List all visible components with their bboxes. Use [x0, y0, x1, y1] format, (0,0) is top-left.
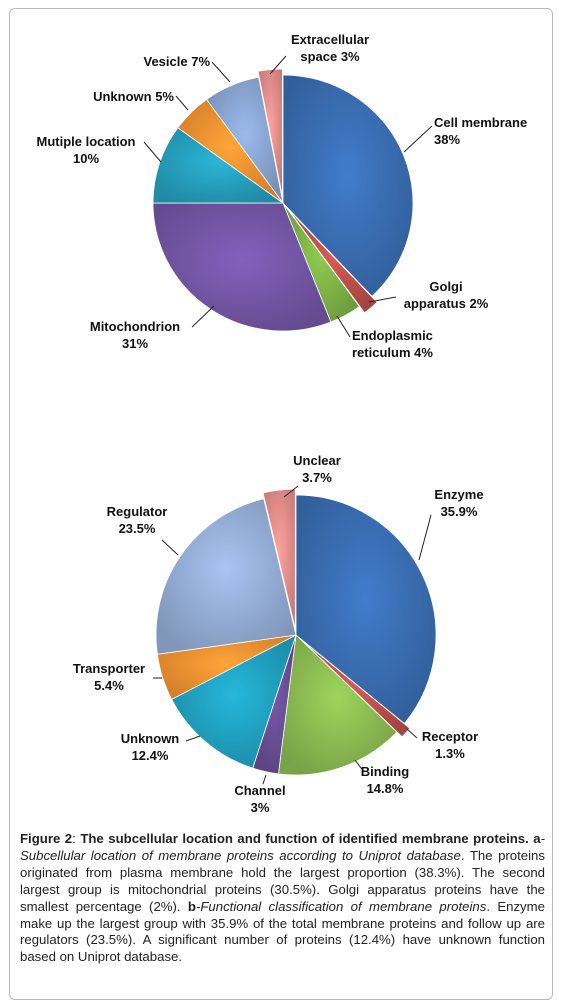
slice-label-line: Mitochondrion [90, 319, 180, 334]
leader-line-binding [354, 759, 365, 773]
leader-line-receptor [406, 728, 418, 739]
slice-label-line: 3% [251, 800, 270, 815]
leader-line-channel [262, 774, 267, 785]
caption-part-b-marker: b [180, 898, 196, 914]
slice-label-regulator: Regulator 23.5% [107, 504, 168, 536]
pie-slice-cell-membrane [282, 74, 414, 297]
slice-label-line: Enzyme [434, 487, 483, 502]
slice-label-line: 3.7% [302, 470, 332, 485]
slice-label-endoplasmic-reticulum: Endoplasmic reticulum 4% [352, 328, 433, 360]
pie-slice-vesicle [206, 76, 284, 204]
caption-part-b-heading: -Functional classification of membrane p… [195, 898, 487, 914]
slice-label-enzyme: Enzyme 35.9% [434, 487, 483, 519]
slice-label-cell-membrane: Cell membrane 38% [434, 115, 527, 147]
slice-label-unclear: Unclear 3.7% [293, 453, 341, 485]
caption-part-a-marker: a [528, 831, 541, 846]
leader-line-endoplasmic-reticulum [336, 315, 351, 338]
slice-label-line: Transporter [73, 661, 145, 676]
slice-label-line: Unknown 5% [93, 89, 174, 104]
slice-label-line: Binding [361, 764, 409, 779]
slice-label-golgi-apparatus: Golgi apparatus 2% [404, 279, 489, 311]
pie-slice-receptor [300, 639, 411, 738]
pie-slice-mitochondrion [152, 202, 332, 332]
slice-label-mutiple-location: Mutiple location 10% [37, 134, 136, 166]
pie-slice-mutiple-location [152, 127, 285, 204]
slice-label-extracellular-space: Extracellular space 3% [291, 32, 369, 64]
caption-part-b-text: . Enzyme make up the largest group with … [20, 898, 545, 965]
pie-slice-binding [278, 634, 398, 776]
slice-label-line: 38% [434, 132, 460, 147]
pie-slice-enzyme [295, 494, 437, 725]
leader-line-cell-membrane [403, 125, 433, 153]
slice-label-line: Channel [234, 783, 285, 798]
pie-slice-unknown [171, 634, 297, 769]
leader-line-unclear [283, 485, 299, 498]
pie-slice-unclear [262, 488, 296, 630]
slice-label-unknown: Unknown 12.4% [121, 731, 180, 763]
slice-label-vesicle: Vesicle 7% [144, 54, 211, 69]
pie-chart-subcellular-location: Cell membrane 38% Golgi apparatus 2% Endopla… [37, 32, 528, 360]
leader-line-mitochondrion [191, 305, 215, 328]
slice-label-line: Golgi [429, 279, 462, 294]
slice-label-line: 12.4% [132, 748, 169, 763]
slice-label-line: 14.8% [367, 781, 404, 796]
slice-label-line: 31% [122, 336, 148, 351]
slice-label-line: Regulator [107, 504, 168, 519]
leader-line-golgi-apparatus [368, 296, 397, 303]
slice-label-unknown: Unknown 5% [93, 89, 174, 104]
leader-line-mutiple-location [143, 141, 162, 163]
slice-label-transporter: Transporter 5.4% [73, 661, 145, 693]
slice-label-line: 10% [73, 151, 99, 166]
caption-part-a-text: . The proteins originated from plasma me… [20, 847, 545, 914]
caption-title-separator: : [72, 831, 81, 846]
slice-label-line: Extracellular [291, 32, 369, 47]
pie-chart-function-classification: Enzyme 35.9% Receptor 1.3% Binding 14.8% Chann… [73, 453, 484, 815]
slice-label-line: Cell membrane [434, 115, 527, 130]
slice-label-line: 5.4% [94, 678, 124, 693]
slice-label-binding: Binding 14.8% [361, 764, 409, 796]
leader-line-unknown [175, 95, 189, 111]
caption-title: The subcellular location and function of… [80, 831, 529, 846]
slice-label-line: Vesicle 7% [144, 54, 211, 69]
slice-label-line: reticulum 4% [352, 345, 433, 360]
slice-label-line: Receptor [422, 729, 478, 744]
slice-label-line: Unclear [293, 453, 341, 468]
caption-part-a-heading: -Subcellular location of membrane protei… [20, 831, 546, 863]
caption-figure-label: Figure 2 [20, 831, 73, 846]
slice-label-line: space 3% [300, 49, 360, 64]
leader-line-regulator [161, 539, 179, 556]
slice-label-line: Unknown [121, 731, 180, 746]
leader-line-unknown [185, 735, 201, 742]
leader-line-vesicle [211, 61, 231, 83]
leader-line-extracellular-space [269, 55, 287, 75]
slice-label-mitochondrion: Mitochondrion 31% [90, 319, 180, 351]
slice-label-line: Endoplasmic [352, 328, 433, 343]
slice-label-line: Mutiple location [37, 134, 136, 149]
slice-label-line: 35.9% [441, 504, 478, 519]
pie-slice-extracellular-space [257, 68, 283, 198]
pie-slice-golgi-apparatus [287, 208, 378, 314]
slice-label-line: apparatus 2% [404, 296, 489, 311]
slice-label-line: 1.3% [435, 746, 465, 761]
slice-label-channel: Channel 3% [234, 783, 285, 815]
figure-caption: Figure 2: The subcellular location and f… [20, 831, 545, 966]
slice-label-receptor: Receptor 1.3% [422, 729, 478, 761]
leader-line-enzyme [418, 514, 432, 561]
pie-slice-regulator [155, 498, 297, 655]
slice-label-line: 23.5% [119, 521, 156, 536]
